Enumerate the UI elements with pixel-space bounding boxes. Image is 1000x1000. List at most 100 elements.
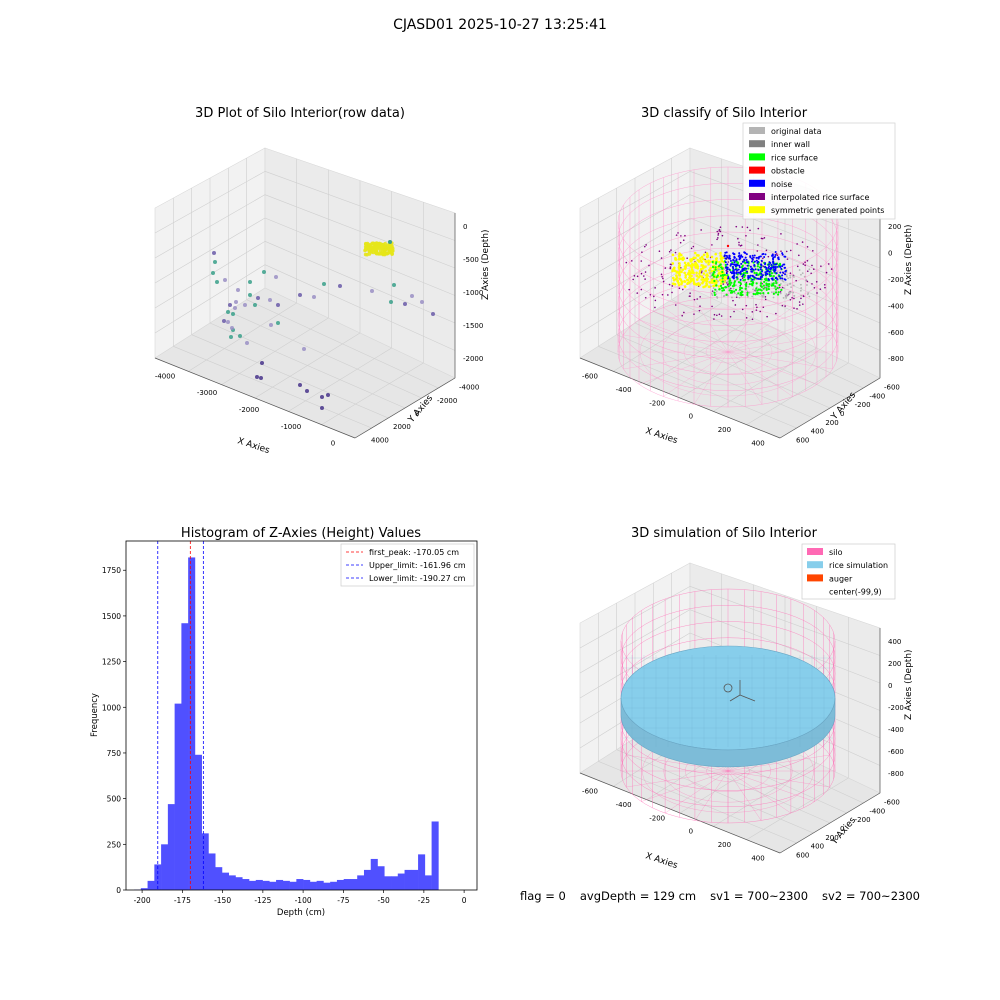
interpolated-point bbox=[662, 277, 664, 280]
x-tick-label: -200 bbox=[649, 399, 665, 407]
y-tick-label: 4000 bbox=[371, 436, 389, 444]
interpolated-point bbox=[735, 225, 738, 228]
rice-surface-point bbox=[730, 289, 733, 293]
histogram-bar bbox=[384, 876, 392, 890]
interpolated-point bbox=[760, 237, 763, 240]
rice-surface-point bbox=[721, 277, 724, 280]
noise-point bbox=[741, 255, 744, 258]
original-point bbox=[779, 292, 782, 295]
noise-point bbox=[729, 264, 732, 267]
grid-line bbox=[746, 362, 849, 425]
rice-surface-point bbox=[746, 291, 749, 295]
histogram-bar bbox=[221, 872, 230, 890]
x-tick-label: -1000 bbox=[281, 423, 301, 431]
legend-label: original data bbox=[771, 127, 822, 136]
symmetric-point bbox=[704, 285, 707, 288]
interpolated-point bbox=[711, 244, 713, 246]
rice-surface-point bbox=[780, 288, 783, 292]
rice-surface-point bbox=[755, 282, 758, 285]
interpolated-point bbox=[660, 257, 663, 259]
avg-depth-text: avgDepth = 129 cm bbox=[579, 889, 697, 903]
interpolated-point bbox=[767, 255, 770, 258]
z-tick-label: -1500 bbox=[463, 322, 483, 330]
legend-swatch bbox=[807, 561, 823, 569]
rice-surface-point bbox=[767, 292, 770, 295]
interpolated-point bbox=[716, 314, 718, 317]
original-point bbox=[710, 292, 713, 295]
histogram-bar bbox=[330, 881, 338, 890]
data-point bbox=[370, 289, 374, 293]
original-point bbox=[731, 296, 733, 299]
symmetric-point bbox=[705, 282, 708, 285]
interpolated-point bbox=[786, 258, 789, 260]
histogram-bar bbox=[363, 869, 372, 890]
symmetric-point bbox=[672, 278, 676, 282]
noise-point bbox=[751, 268, 754, 271]
silo-floor-spoke bbox=[694, 770, 729, 821]
data-point bbox=[269, 323, 273, 327]
rice-surface-point bbox=[736, 261, 739, 264]
data-point bbox=[211, 271, 215, 275]
rice-surface-point bbox=[760, 285, 764, 289]
dense-cluster-point bbox=[374, 251, 379, 256]
interpolated-point bbox=[689, 295, 691, 297]
noise-point bbox=[726, 268, 729, 271]
silo-floor-spoke bbox=[626, 770, 729, 788]
noise-point bbox=[741, 269, 744, 272]
noise-point bbox=[775, 263, 778, 266]
interpolated-point bbox=[661, 293, 664, 296]
rice-surface-point bbox=[755, 272, 758, 275]
original-point bbox=[751, 295, 754, 298]
rice-surface-point bbox=[712, 275, 716, 278]
symmetric-point bbox=[690, 265, 694, 269]
interpolated-point bbox=[820, 265, 822, 267]
rice-surface-point bbox=[744, 274, 747, 277]
interpolated-point bbox=[671, 291, 673, 294]
simulation-legend: silo rice simulation auger center(-99,9) bbox=[801, 543, 896, 600]
y-axis-line bbox=[779, 377, 881, 439]
rice-surface-point bbox=[719, 284, 723, 288]
interpolated-point bbox=[682, 239, 685, 242]
rice-surface-point bbox=[756, 265, 759, 268]
histogram-bar bbox=[336, 879, 344, 890]
data-point bbox=[338, 284, 342, 288]
interpolated-point bbox=[730, 287, 732, 290]
y-tick-label: 0 bbox=[840, 410, 844, 418]
interpolated-point bbox=[698, 309, 701, 312]
x-tick-label: -400 bbox=[616, 386, 632, 394]
grid-line bbox=[264, 171, 456, 241]
rice-surface-point bbox=[768, 283, 771, 286]
original-point bbox=[790, 286, 793, 289]
rice-surface-point bbox=[762, 284, 765, 287]
original-point bbox=[800, 294, 803, 297]
legend-frame bbox=[742, 122, 896, 220]
noise-point bbox=[763, 255, 766, 258]
original-point bbox=[717, 268, 720, 271]
symmetric-point bbox=[690, 258, 694, 262]
interpolated-point bbox=[625, 261, 628, 264]
rice-surface-point bbox=[733, 290, 736, 293]
data-point bbox=[255, 375, 259, 379]
rice-surface-point bbox=[776, 293, 780, 296]
interpolated-point bbox=[751, 318, 754, 321]
rice-surface-point bbox=[721, 273, 725, 277]
rice-surface-point bbox=[722, 289, 726, 292]
rice-surface-point bbox=[764, 278, 767, 282]
interpolated-point bbox=[789, 298, 792, 301]
interpolated-point bbox=[661, 276, 663, 278]
grid-line bbox=[154, 171, 266, 234]
interpolated-point bbox=[798, 301, 801, 303]
histogram-bar bbox=[161, 844, 169, 890]
interpolated-point bbox=[632, 278, 634, 281]
original-point bbox=[732, 287, 735, 290]
interpolated-point bbox=[789, 249, 792, 252]
x-tick-label: -150 bbox=[214, 896, 231, 905]
original-point bbox=[711, 294, 714, 297]
interpolated-point bbox=[699, 305, 701, 307]
dense-cluster-point bbox=[364, 247, 368, 252]
classify-legend: original data inner wall rice surface obsta… bbox=[742, 122, 896, 220]
noise-point bbox=[781, 274, 784, 277]
rice-surface-point bbox=[716, 274, 719, 277]
original-point bbox=[798, 269, 801, 271]
silo-floor-spoke bbox=[727, 770, 762, 821]
